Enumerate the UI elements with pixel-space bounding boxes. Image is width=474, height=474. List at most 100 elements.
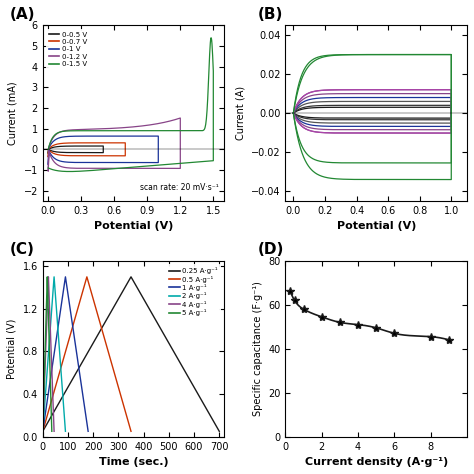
4 A·g⁻¹: [40, 428, 46, 434]
0.25 A·g⁻¹: [151, 314, 157, 320]
1 A·g⁻¹: [40, 428, 46, 434]
1 A·g⁻¹: [55, 328, 60, 333]
0-1.5 V: [46, 146, 51, 152]
Legend: 0.25 A·g⁻¹, 0.5 A·g⁻¹, 1 A·g⁻¹, 2 A·g⁻¹, 4 A·g⁻¹, 5 A·g⁻¹: 0.25 A·g⁻¹, 0.5 A·g⁻¹, 1 A·g⁻¹, 2 A·g⁻¹,…: [166, 264, 221, 319]
Text: (D): (D): [258, 242, 284, 257]
2 A·g⁻¹: [51, 274, 57, 280]
Line: 2 A·g⁻¹: 2 A·g⁻¹: [43, 277, 65, 431]
0.5 A·g⁻¹: [40, 428, 46, 434]
0-1.2 V: [132, 124, 137, 129]
0-0.5 V: [89, 143, 95, 149]
2 A·g⁻¹: [49, 306, 55, 311]
5 A·g⁻¹: [49, 428, 55, 434]
0.5 A·g⁻¹: [75, 306, 81, 311]
0.25 A·g⁻¹: [110, 306, 116, 311]
0-0.7 V: [46, 154, 51, 159]
0.5 A·g⁻¹: [69, 328, 74, 333]
0.5 A·g⁻¹: [84, 274, 90, 280]
4 A·g⁻¹: [48, 343, 54, 349]
0-1.2 V: [150, 122, 156, 128]
4 A·g⁻¹: [47, 314, 53, 320]
0-0.5 V: [75, 150, 81, 155]
Line: 0.25 A·g⁻¹: 0.25 A·g⁻¹: [43, 277, 219, 431]
0-1 V: [133, 133, 138, 139]
0.5 A·g⁻¹: [96, 314, 101, 320]
Line: 0-1.5 V: 0-1.5 V: [48, 38, 213, 172]
0.25 A·g⁻¹: [40, 428, 46, 434]
4 A·g⁻¹: [51, 428, 57, 434]
0.25 A·g⁻¹: [168, 343, 173, 349]
4 A·g⁻¹: [41, 391, 47, 397]
Y-axis label: Current (A): Current (A): [236, 86, 246, 140]
0-0.5 V: [59, 144, 64, 149]
Legend: 0-0.5 V, 0-0.7 V, 0-1 V, 0-1.2 V, 0-1.5 V: 0-0.5 V, 0-0.7 V, 0-1 V, 0-1.2 V, 0-1.5 …: [46, 29, 90, 70]
5 A·g⁻¹: [46, 314, 51, 320]
0-1.2 V: [177, 115, 183, 121]
0-1.5 V: [46, 165, 51, 171]
Line: 4 A·g⁻¹: 4 A·g⁻¹: [43, 277, 54, 431]
0-1.2 V: [77, 127, 83, 132]
X-axis label: Time (sec.): Time (sec.): [99, 457, 168, 467]
Y-axis label: Potential (V): Potential (V): [7, 319, 17, 379]
0-0.7 V: [102, 153, 108, 159]
0.25 A·g⁻¹: [61, 391, 67, 397]
Line: 0-0.5 V: 0-0.5 V: [48, 146, 103, 153]
0-0.7 V: [46, 154, 51, 159]
Text: (C): (C): [10, 242, 35, 257]
5 A·g⁻¹: [45, 274, 50, 280]
1 A·g⁻¹: [73, 345, 79, 350]
4 A·g⁻¹: [46, 274, 51, 280]
Text: (A): (A): [10, 7, 36, 22]
Y-axis label: Specific capacitance (F·g⁻¹): Specific capacitance (F·g⁻¹): [253, 281, 263, 416]
0-1.5 V: [118, 165, 124, 171]
0.5 A·g⁻¹: [51, 391, 56, 397]
0-1.2 V: [46, 168, 51, 173]
Line: 0-1.2 V: 0-1.2 V: [48, 118, 180, 171]
2 A·g⁻¹: [40, 428, 46, 434]
0-1.5 V: [179, 128, 185, 134]
0-0.5 V: [76, 150, 82, 155]
1 A·g⁻¹: [46, 391, 51, 397]
1 A·g⁻¹: [63, 274, 68, 280]
5 A·g⁻¹: [41, 391, 46, 397]
5 A·g⁻¹: [40, 428, 46, 434]
0-1 V: [117, 133, 123, 139]
1 A·g⁻¹: [73, 343, 78, 349]
0-1.5 V: [66, 169, 72, 174]
0.25 A·g⁻¹: [169, 345, 174, 350]
0.5 A·g⁻¹: [104, 345, 110, 350]
0-0.5 V: [86, 150, 92, 155]
Line: 5 A·g⁻¹: 5 A·g⁻¹: [43, 277, 52, 431]
0-1 V: [46, 161, 51, 167]
0.5 A·g⁻¹: [128, 428, 134, 434]
2 A·g⁻¹: [56, 343, 62, 349]
0-0.7 V: [96, 140, 101, 146]
4 A·g⁻¹: [48, 345, 54, 350]
0-0.7 V: [64, 140, 70, 146]
2 A·g⁻¹: [43, 391, 48, 397]
4 A·g⁻¹: [44, 328, 49, 333]
Text: scan rate: 20 mV·s⁻¹: scan rate: 20 mV·s⁻¹: [140, 183, 219, 192]
5 A·g⁻¹: [46, 345, 52, 350]
0-1 V: [46, 161, 51, 167]
X-axis label: Potential (V): Potential (V): [94, 221, 173, 231]
2 A·g⁻¹: [63, 428, 68, 434]
0-0.7 V: [88, 153, 94, 159]
0-0.5 V: [82, 143, 87, 149]
0-0.5 V: [100, 143, 106, 149]
0-1 V: [72, 133, 78, 139]
5 A·g⁻¹: [46, 343, 52, 349]
X-axis label: Potential (V): Potential (V): [337, 221, 416, 231]
0-1.2 V: [46, 168, 51, 173]
2 A·g⁻¹: [47, 328, 53, 333]
0.5 A·g⁻¹: [104, 343, 109, 349]
Line: 1 A·g⁻¹: 1 A·g⁻¹: [43, 277, 88, 431]
0.25 A·g⁻¹: [217, 428, 222, 434]
2 A·g⁻¹: [54, 314, 60, 320]
0-1.5 V: [191, 128, 197, 134]
0-1 V: [105, 160, 111, 165]
0-1 V: [127, 160, 132, 165]
0-1.5 V: [112, 166, 118, 172]
0.25 A·g⁻¹: [128, 274, 134, 280]
0-0.7 V: [122, 140, 128, 146]
